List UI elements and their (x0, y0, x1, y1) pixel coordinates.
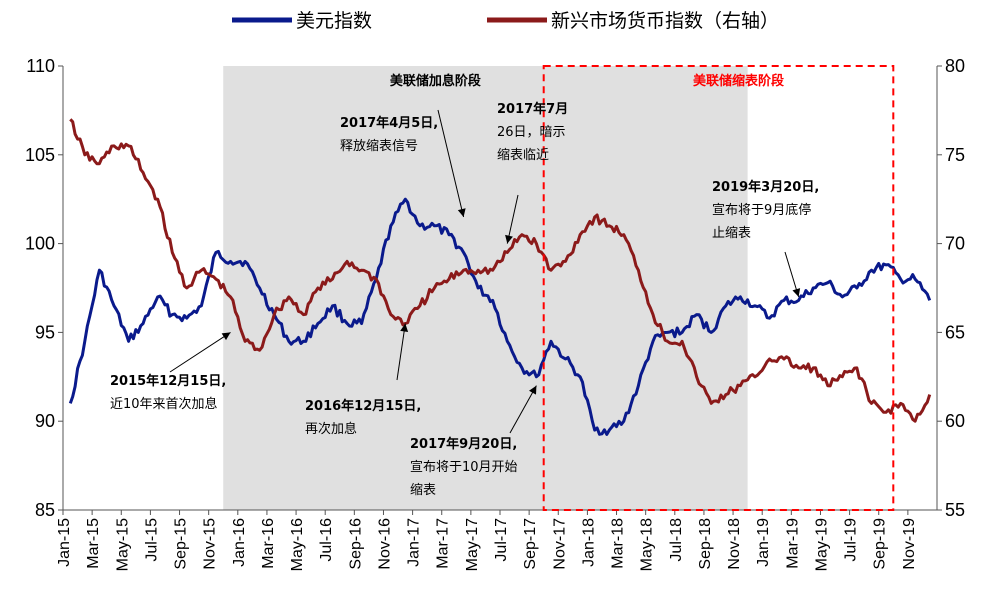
annotation-arrowhead (505, 234, 513, 244)
annotation-text: 缩表 (410, 482, 436, 498)
annotation-text: 2017年4月5日, (340, 115, 438, 131)
legend-label-em-currency-index: 新兴市场货币指数（右轴） (551, 10, 779, 32)
right-tick-label: 60 (945, 411, 965, 431)
left-tick-label: 110 (26, 56, 55, 76)
x-tick-label: Nov-18 (726, 518, 743, 570)
annotation-arrow-line (509, 385, 537, 434)
annotation-text: 释放缩表信号 (340, 138, 418, 154)
x-tick-label: Nov-16 (376, 518, 393, 570)
annotation-text: 近10年来首次加息 (110, 396, 218, 412)
right-tick-label: 80 (945, 56, 965, 76)
x-tick-label: Mar-19 (784, 518, 801, 569)
x-tick-label: Jan-16 (231, 518, 248, 567)
right-tick-label: 75 (945, 145, 965, 165)
x-tick-label: Mar-15 (85, 518, 102, 569)
annotation-arrowhead (400, 323, 409, 333)
series-line-usd-index (68, 197, 932, 436)
annotation-arrow-line (506, 194, 519, 244)
right-tick-label: 70 (945, 234, 965, 254)
left-axis-ticks: 85 90 95 100 105 110 (25, 56, 63, 520)
annotation: 2015年12月15日, 近10年来首次加息 (110, 331, 231, 412)
annotation-text: 再次加息 (305, 421, 357, 437)
annotation-text: 宣布将于10月开始 (410, 459, 518, 475)
x-tick-label: Jul-16 (318, 518, 335, 562)
annotation-text: 止缩表 (712, 225, 751, 241)
annotation-arrowhead (792, 288, 801, 297)
left-tick-label: 105 (25, 145, 55, 165)
x-tick-label: Jan-19 (755, 518, 772, 567)
left-tick-label: 100 (25, 234, 55, 254)
x-tick-label: Mar-17 (435, 518, 452, 569)
annotation-arrow-line (169, 331, 231, 373)
annotation-text: 26日，暗示 (497, 125, 566, 140)
annotations: 2015年12月15日,近10年来首次加息 2016年12月15日,再次加息201… (110, 101, 819, 498)
x-tick-label: Jul-17 (493, 518, 510, 562)
x-tick-label: Nov-15 (202, 518, 219, 570)
x-tick-label: Jan-17 (406, 518, 423, 567)
right-tick-label: 65 (945, 322, 965, 342)
shaded-region-rate-hike (223, 66, 748, 510)
x-tick-label: Jul-15 (143, 518, 160, 562)
legend: 美元指数 新兴市场货币指数（右轴） (232, 10, 779, 32)
phase-label-balance-sheet-reduction: 美联储缩表阶段 (693, 73, 784, 89)
x-tick-label: Jan-18 (580, 518, 597, 567)
x-tick-label: Jan-15 (56, 518, 73, 567)
x-tick-label: May-18 (639, 518, 656, 571)
annotation-text: 宣布将于9月底停 (712, 202, 811, 218)
x-tick-label: Jul-19 (843, 518, 860, 562)
annotation-arrowhead (221, 332, 231, 341)
x-tick-label: May-16 (289, 518, 306, 571)
annotation-arrow-line (396, 323, 406, 381)
x-tick-label: Mar-18 (610, 518, 627, 569)
left-tick-label: 95 (35, 322, 55, 342)
annotation-arrowhead (457, 208, 466, 217)
annotation: 2016年12月15日, 再次加息 (305, 323, 421, 437)
annotation-text: 2017年9月20日, (410, 436, 517, 452)
x-tick-label: May-17 (464, 518, 481, 571)
annotation-text: 2017年7月 (497, 101, 568, 117)
x-tick-label: Sep-16 (347, 518, 364, 570)
right-axis-ticks: 55 60 65 70 75 80 (937, 56, 965, 520)
shaded-region-balance-sheet-reduction (542, 65, 895, 511)
left-tick-label: 90 (35, 411, 55, 431)
x-tick-label: May-19 (813, 518, 830, 571)
x-tick-label: May-15 (114, 518, 131, 571)
x-tick-label: Nov-17 (551, 518, 568, 570)
x-tick-label: Sep-15 (173, 518, 190, 570)
x-tick-label: Mar-16 (260, 518, 277, 569)
x-tick-label: Sep-19 (872, 518, 889, 570)
x-tick-label: Sep-18 (697, 518, 714, 570)
annotation-arrow-line (437, 109, 465, 218)
phase-label-rate-hike: 美联储加息阶段 (390, 73, 481, 89)
x-tick-label: Sep-17 (522, 518, 539, 570)
annotation-text: 2019年3月20日, (712, 179, 819, 195)
right-tick-label: 55 (945, 500, 965, 520)
left-tick-label: 85 (35, 500, 55, 520)
x-tick-label: Nov-19 (901, 518, 918, 570)
legend-label-usd-index: 美元指数 (296, 10, 372, 32)
x-tick-label: Jul-18 (668, 518, 685, 562)
annotation-text: 2015年12月15日, (110, 373, 226, 389)
annotation-arrowhead (529, 385, 537, 395)
annotation-text: 缩表临近 (497, 147, 549, 163)
annotation: 2017年4月5日, 释放缩表信号 (340, 109, 466, 218)
x-axis-ticks: Jan-15 Mar-15 May-15 Jul-15 Sep-15 Nov-15 Jan-… (56, 510, 918, 571)
annotation-text: 2016年12月15日, (305, 398, 421, 414)
series-line-em-currency-index (69, 118, 932, 423)
